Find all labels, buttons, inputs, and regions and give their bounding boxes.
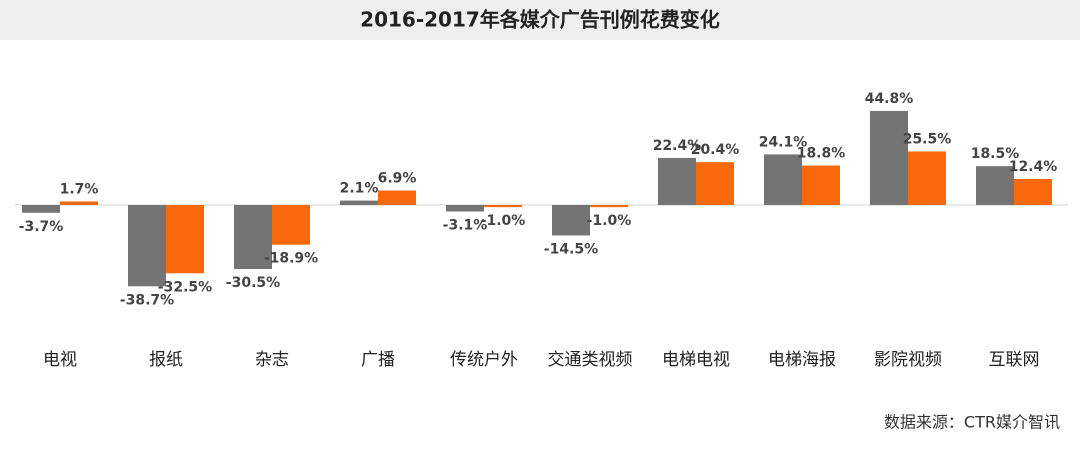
value-label: 18.8% bbox=[797, 146, 846, 162]
value-label: -14.5% bbox=[544, 241, 598, 257]
x-tick-label: 交通类视频 bbox=[548, 350, 633, 370]
bar bbox=[976, 166, 1014, 205]
value-label: -3.7% bbox=[19, 219, 64, 235]
value-label: 18.5% bbox=[971, 146, 1020, 162]
bar bbox=[1014, 178, 1052, 205]
bar bbox=[764, 154, 802, 205]
bar bbox=[272, 205, 310, 245]
value-label: 25.5% bbox=[903, 131, 952, 147]
x-tick-label: 报纸 bbox=[149, 350, 183, 370]
value-label: 44.8% bbox=[865, 91, 914, 107]
x-tick-label: 杂志 bbox=[255, 350, 289, 370]
value-label: -38.7% bbox=[120, 292, 174, 308]
value-label: -18.9% bbox=[264, 251, 318, 267]
value-label: 1.7% bbox=[60, 181, 99, 197]
bar bbox=[166, 205, 204, 274]
value-label: 22.4% bbox=[653, 138, 702, 154]
value-label: -1.0% bbox=[481, 213, 526, 229]
x-tick-label: 传统户外 bbox=[450, 350, 518, 370]
chart-title: 2016-2017年各媒介广告刊例花费变化 bbox=[360, 8, 720, 32]
value-label: 12.4% bbox=[1009, 159, 1058, 175]
bar bbox=[696, 162, 734, 205]
bar bbox=[60, 201, 98, 205]
bar bbox=[908, 151, 946, 205]
source-note: 数据来源：CTR媒介智讯 bbox=[884, 413, 1060, 432]
x-tick-label: 广播 bbox=[361, 350, 395, 370]
value-label: -30.5% bbox=[226, 275, 280, 291]
value-label: -1.0% bbox=[587, 213, 632, 229]
bar bbox=[446, 205, 484, 212]
value-label: -3.1% bbox=[443, 218, 488, 234]
bar bbox=[128, 205, 166, 287]
x-tick-label: 影院视频 bbox=[874, 350, 942, 370]
bar bbox=[590, 205, 628, 208]
bar bbox=[234, 205, 272, 270]
bar bbox=[340, 200, 378, 205]
x-tick-label: 互联网 bbox=[989, 350, 1040, 370]
value-label: 24.1% bbox=[759, 134, 808, 150]
x-tick-label: 电梯电视 bbox=[662, 350, 730, 370]
bar bbox=[658, 157, 696, 205]
bar bbox=[378, 190, 416, 205]
value-label: 6.9% bbox=[378, 171, 417, 187]
title-band bbox=[0, 0, 1080, 40]
bar bbox=[552, 205, 590, 236]
bar bbox=[22, 205, 60, 213]
bar bbox=[484, 205, 522, 208]
bar bbox=[870, 110, 908, 205]
x-tick-label: 电梯海报 bbox=[768, 350, 836, 370]
value-label: 2.1% bbox=[340, 181, 379, 197]
value-label: 20.4% bbox=[691, 142, 740, 158]
value-label: -32.5% bbox=[158, 279, 212, 295]
bar bbox=[802, 165, 840, 205]
x-tick-label: 电视 bbox=[43, 350, 77, 370]
